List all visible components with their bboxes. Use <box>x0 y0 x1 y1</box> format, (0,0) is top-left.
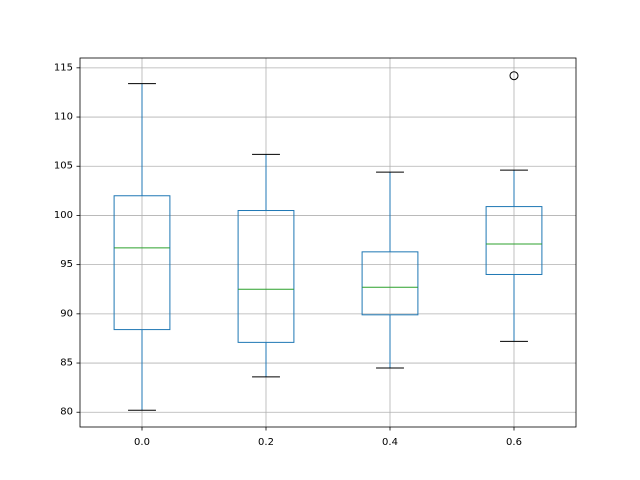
x-tick-label: 0.2 <box>258 437 274 448</box>
x-tick-label: 0.4 <box>382 437 398 448</box>
axes-frame <box>79 57 577 428</box>
y-tick-label: 90 <box>60 308 73 319</box>
outlier-point <box>509 71 519 81</box>
box-iqr <box>113 195 171 331</box>
y-tick-label: 105 <box>54 161 73 172</box>
box-group-0.2 <box>237 153 295 378</box>
y-tick-label: 110 <box>54 112 73 123</box>
x-tick-label: 0.6 <box>506 437 522 448</box>
y-tick-label: 95 <box>60 259 73 270</box>
box-group-0.0 <box>113 83 171 411</box>
box-iqr <box>237 210 295 343</box>
x-tick-label: 0.0 <box>134 437 150 448</box>
box-iqr <box>485 206 543 275</box>
box-group-0.4 <box>361 171 419 369</box>
box-iqr <box>361 251 419 316</box>
box-group-0.6 <box>485 71 543 342</box>
y-tick-label: 80 <box>60 407 73 418</box>
y-tick-label: 115 <box>54 62 73 73</box>
y-tick-label: 85 <box>60 358 73 369</box>
tick-layer: 80 85 90 95 100 105 110 115 0.0 0.2 0.4 0.6 <box>54 62 522 448</box>
plot-layer <box>113 71 543 411</box>
y-tick-label: 100 <box>54 210 73 221</box>
